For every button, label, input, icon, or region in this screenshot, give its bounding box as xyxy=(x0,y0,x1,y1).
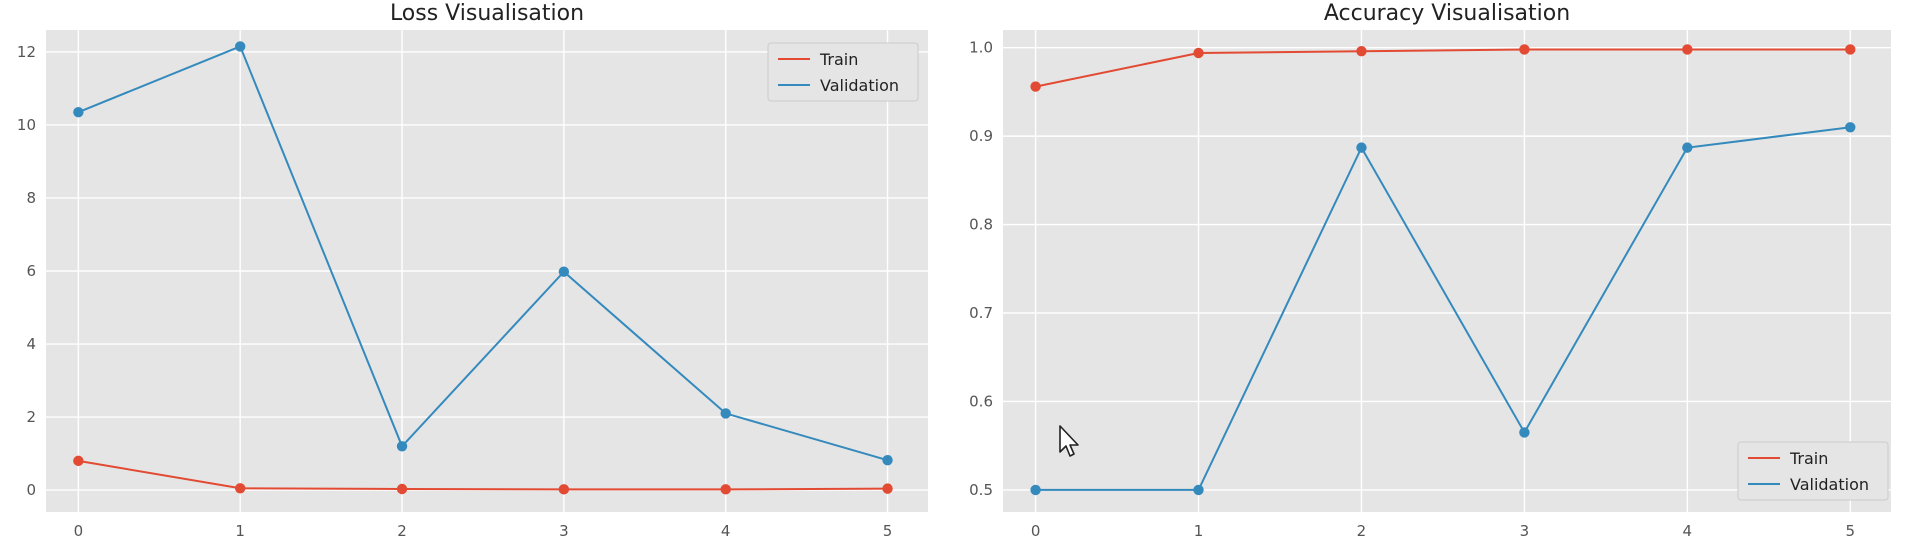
x-tick-label: 0 xyxy=(74,522,84,540)
y-tick-label: 8 xyxy=(26,189,36,207)
x-tick-label: 2 xyxy=(397,522,407,540)
data-point-train xyxy=(1030,81,1041,92)
series-line-validation xyxy=(1035,126,1851,491)
data-point-train xyxy=(235,483,246,494)
legend: Train Validation xyxy=(767,42,919,102)
data-point-validation xyxy=(720,408,731,419)
y-tick-label: 0 xyxy=(26,481,36,499)
data-point-validation xyxy=(1030,484,1041,496)
data-point-train xyxy=(396,483,408,495)
x-tick-label: 1 xyxy=(1194,522,1204,540)
series-line-train xyxy=(1035,48,1851,88)
data-point-train xyxy=(1682,44,1693,55)
data-point-validation xyxy=(882,454,893,466)
data-point-validation xyxy=(1356,142,1367,153)
y-tick-label: 1.0 xyxy=(969,39,993,57)
x-tick-label: 5 xyxy=(1845,522,1855,540)
x-tick-label: 4 xyxy=(721,522,731,540)
data-point-train xyxy=(558,484,570,495)
y-tick-label: 12 xyxy=(17,43,36,61)
y-tick-label: 10 xyxy=(17,116,36,134)
series-line-train xyxy=(78,459,888,491)
legend-label: Train xyxy=(819,50,858,69)
data-point-train xyxy=(1845,44,1856,55)
data-point-validation xyxy=(1682,142,1693,153)
chart-1: 0 1 2 3 4 5 0.5 0.6 0.7 0.8 0.9 1.0 Accuracy Visuali… xyxy=(969,1,1891,540)
data-point-validation xyxy=(396,441,408,452)
data-point-validation xyxy=(235,41,246,52)
x-tick-label: 3 xyxy=(559,522,569,540)
x-tick-label: 1 xyxy=(235,522,245,540)
chart-title: Accuracy Visualisation xyxy=(1324,1,1570,26)
data-point-train xyxy=(73,455,84,467)
data-point-validation xyxy=(73,106,84,118)
y-tick-label: 0.9 xyxy=(969,127,993,145)
y-tick-label: 0.6 xyxy=(969,392,993,410)
legend-box xyxy=(767,42,919,102)
data-point-validation xyxy=(1193,484,1204,496)
legend-box xyxy=(1737,441,1889,501)
mouse-cursor-icon xyxy=(1059,425,1079,457)
x-tick-label: 3 xyxy=(1520,522,1530,540)
legend-label: Train xyxy=(1789,449,1828,468)
x-tick-label: 0 xyxy=(1031,522,1041,540)
y-tick-label: 6 xyxy=(26,262,36,280)
y-tick-label: 4 xyxy=(26,335,36,353)
y-tick-label: 0.8 xyxy=(969,216,993,234)
data-point-train xyxy=(882,483,893,494)
data-point-train xyxy=(720,484,731,495)
legend-label: Validation xyxy=(820,76,899,95)
data-point-train xyxy=(1193,47,1204,59)
plot-area xyxy=(1003,30,1891,512)
x-tick-label: 4 xyxy=(1683,522,1693,540)
y-tick-label: 0.5 xyxy=(969,481,993,499)
data-point-train xyxy=(1356,46,1367,57)
legend: Train Validation xyxy=(1737,441,1889,501)
data-point-validation xyxy=(558,266,570,277)
x-tick-label: 2 xyxy=(1357,522,1367,540)
data-point-train xyxy=(1519,44,1530,55)
y-tick-label: 2 xyxy=(26,408,36,426)
x-tick-label: 5 xyxy=(883,522,893,540)
data-point-validation xyxy=(1845,122,1856,133)
data-point-validation xyxy=(1519,427,1530,438)
legend-label: Validation xyxy=(1790,475,1869,494)
series-line-validation xyxy=(77,45,888,462)
chart-title: Loss Visualisation xyxy=(390,1,584,26)
y-tick-label: 0.7 xyxy=(969,304,993,322)
